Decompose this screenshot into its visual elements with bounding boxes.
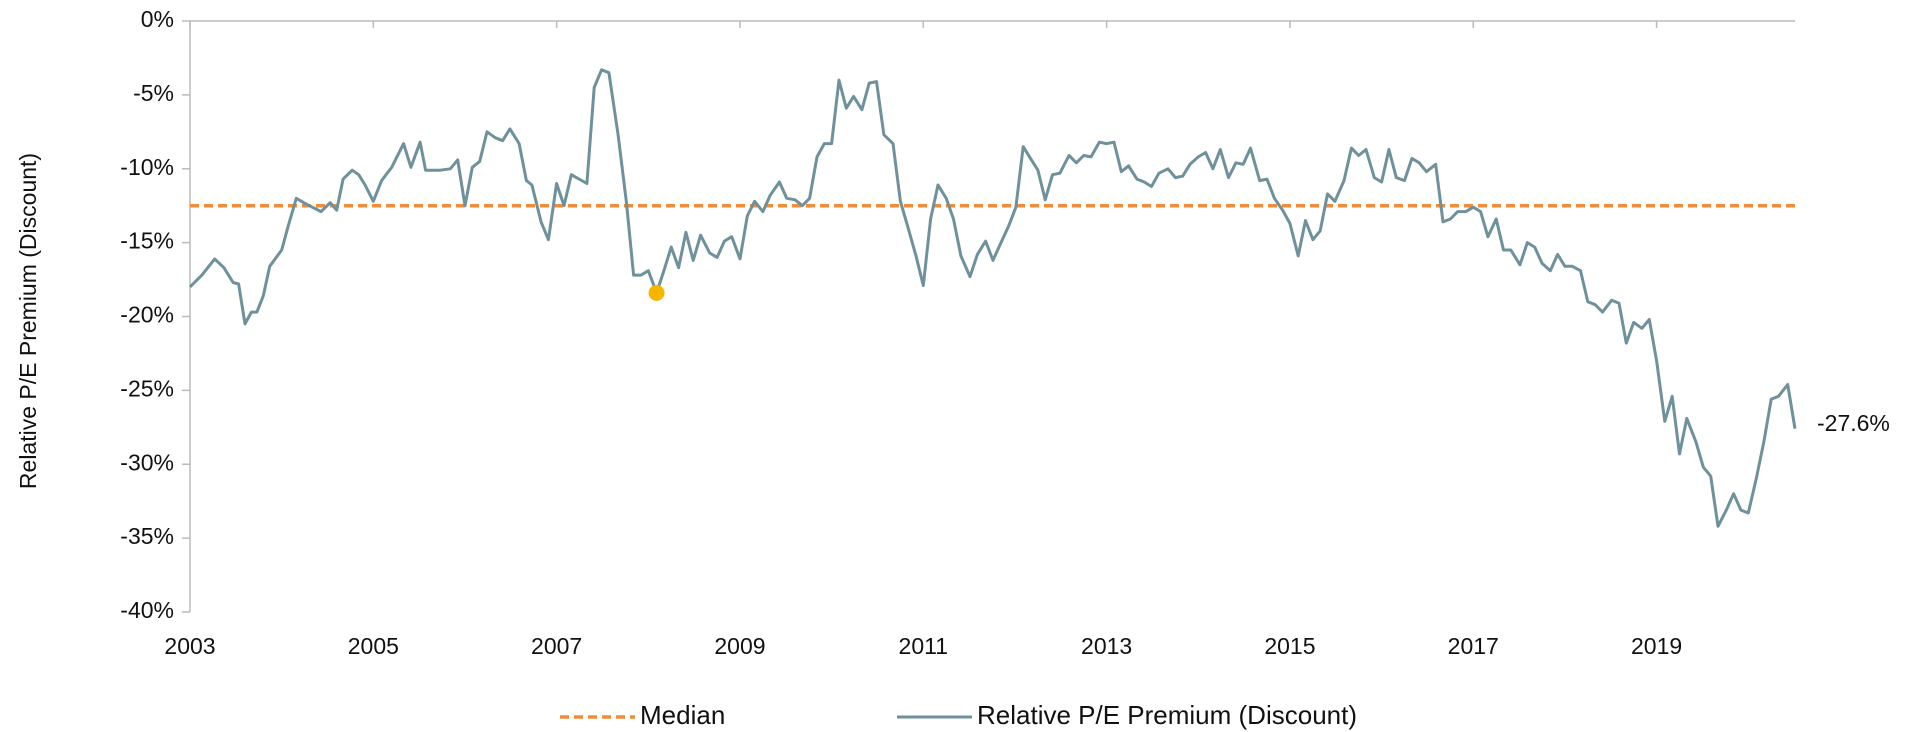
y-tick-label: -15%	[120, 228, 174, 254]
x-tick-label: 2011	[899, 633, 948, 659]
x-tick-label: 2019	[1631, 633, 1682, 659]
x-tick-label: 2017	[1448, 633, 1499, 659]
x-tick-label: 2005	[348, 633, 399, 659]
legend-label: Median	[640, 700, 725, 730]
x-tick-label: 2003	[164, 633, 215, 659]
y-tick-label: -40%	[120, 597, 174, 623]
y-tick-label: -25%	[120, 375, 174, 401]
y-tick-label: -30%	[120, 449, 174, 475]
legend-label: Relative P/E Premium (Discount)	[977, 700, 1357, 730]
y-tick-label: -35%	[120, 523, 174, 549]
x-tick-label: 2009	[714, 633, 765, 659]
y-tick-label: -20%	[120, 302, 174, 328]
y-axis-label: Relative P/E Premium (Discount)	[15, 153, 41, 489]
end-annotation: -27.6%	[1817, 410, 1890, 436]
x-tick-label: 2013	[1081, 633, 1132, 659]
x-tick-label: 2015	[1264, 633, 1315, 659]
x-tick-label: 2007	[531, 633, 582, 659]
y-tick-label: 0%	[141, 6, 174, 32]
y-tick-label: -10%	[120, 154, 174, 180]
highlight-point	[648, 284, 665, 301]
y-tick-label: -5%	[133, 80, 174, 106]
series-line	[188, 68, 1797, 528]
